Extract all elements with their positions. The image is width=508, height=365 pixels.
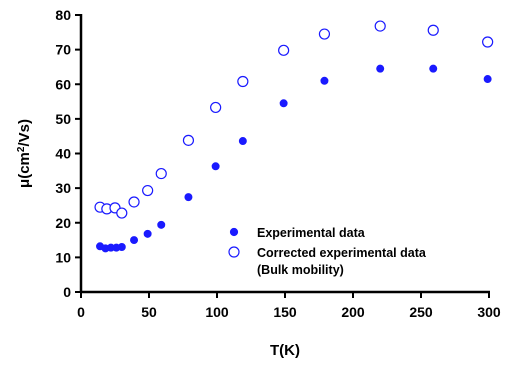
- corrected-data-point: [211, 102, 221, 112]
- experimental-data-point: [239, 137, 246, 144]
- legend-marker-corrected: [229, 247, 239, 257]
- x-tick-label: 50: [141, 304, 157, 320]
- legend-label-corrected: Corrected experimental data: [257, 246, 427, 260]
- experimental-data-point: [212, 163, 219, 170]
- x-tick-label: 300: [477, 304, 501, 320]
- experimental-data-point: [185, 194, 192, 201]
- experimental-data-point: [118, 243, 125, 250]
- experimental-data-point: [280, 100, 287, 107]
- y-tick-label: 20: [55, 215, 71, 231]
- y-tick-label: 70: [55, 42, 71, 58]
- y-tick-label: 80: [55, 7, 71, 23]
- corrected-data-point: [483, 37, 493, 47]
- experimental-data-point: [158, 221, 165, 228]
- data-points: [95, 21, 493, 252]
- x-axis-title: T(K): [270, 342, 300, 359]
- y-axis-title: μ(cm2/Vs): [16, 119, 34, 188]
- corrected-data-point: [129, 197, 139, 207]
- legend-marker-experimental: [230, 228, 237, 235]
- corrected-data-point: [375, 21, 385, 31]
- experimental-data-point: [130, 236, 137, 243]
- x-tick-label: 150: [273, 304, 297, 320]
- experimental-data-point: [484, 75, 491, 82]
- x-tick-label: 0: [77, 304, 85, 320]
- corrected-data-point: [428, 25, 438, 35]
- x-tick-label: 100: [205, 304, 229, 320]
- experimental-data-point: [144, 230, 151, 237]
- y-tick-label: 10: [55, 249, 71, 265]
- y-tick-label: 30: [55, 180, 71, 196]
- legend: Experimental data Corrected experimental…: [229, 226, 427, 277]
- y-tick-label: 0: [63, 284, 71, 300]
- y-tick-label: 60: [55, 76, 71, 92]
- experimental-data-point: [321, 77, 328, 84]
- experimental-data-point: [430, 65, 437, 72]
- y-axis-title-main: μ(cm: [16, 152, 33, 188]
- corrected-data-point: [156, 169, 166, 179]
- x-tick-label: 200: [341, 304, 365, 320]
- y-tick-label: 50: [55, 111, 71, 127]
- x-tick-label: 250: [409, 304, 433, 320]
- corrected-data-point: [117, 208, 127, 218]
- legend-label-corrected-line2: (Bulk mobility): [257, 263, 344, 277]
- corrected-data-point: [319, 29, 329, 39]
- y-tick-label: 40: [55, 146, 71, 162]
- y-axis-title-unit: /Vs): [16, 119, 33, 147]
- corrected-data-point: [183, 135, 193, 145]
- corrected-data-point: [238, 76, 248, 86]
- experimental-data-point: [377, 65, 384, 72]
- corrected-data-point: [143, 186, 153, 196]
- legend-label-experimental: Experimental data: [257, 226, 366, 240]
- corrected-data-point: [279, 45, 289, 55]
